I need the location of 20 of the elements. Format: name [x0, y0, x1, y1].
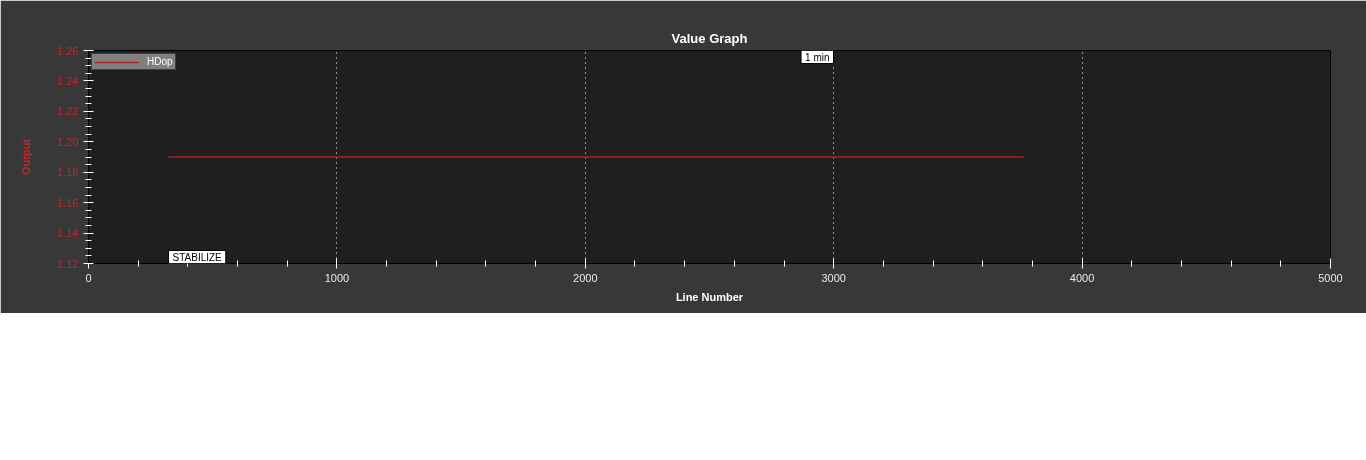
y-tick-label: 1.24 [57, 74, 79, 87]
x-tick-label: 2000 [573, 271, 598, 284]
x-tick-label: 4000 [1069, 271, 1095, 284]
y-tick-label: 1.20 [57, 135, 79, 148]
x-tick-label: 1000 [324, 271, 350, 284]
annotation: 1 min [805, 51, 830, 63]
y-tick-label: 1.16 [57, 196, 79, 209]
y-tick-label: 1.12 [57, 257, 79, 270]
y-tick-label: 1.14 [57, 227, 79, 240]
y-axis-title: Output [20, 138, 33, 176]
y-tick-label: 1.22 [57, 105, 79, 118]
x-axis-title: Line Number [675, 290, 744, 303]
y-tick-label: 1.26 [57, 44, 79, 57]
legend-label: HDop [147, 56, 173, 67]
x-tick-label: 5000 [1318, 271, 1343, 284]
x-tick-label: 3000 [821, 271, 846, 284]
chart-title: Value Graph [671, 30, 748, 46]
y-tick-label: 1.18 [57, 166, 79, 179]
annotation: STABILIZE [172, 251, 223, 263]
x-tick-label: 0 [85, 271, 92, 284]
